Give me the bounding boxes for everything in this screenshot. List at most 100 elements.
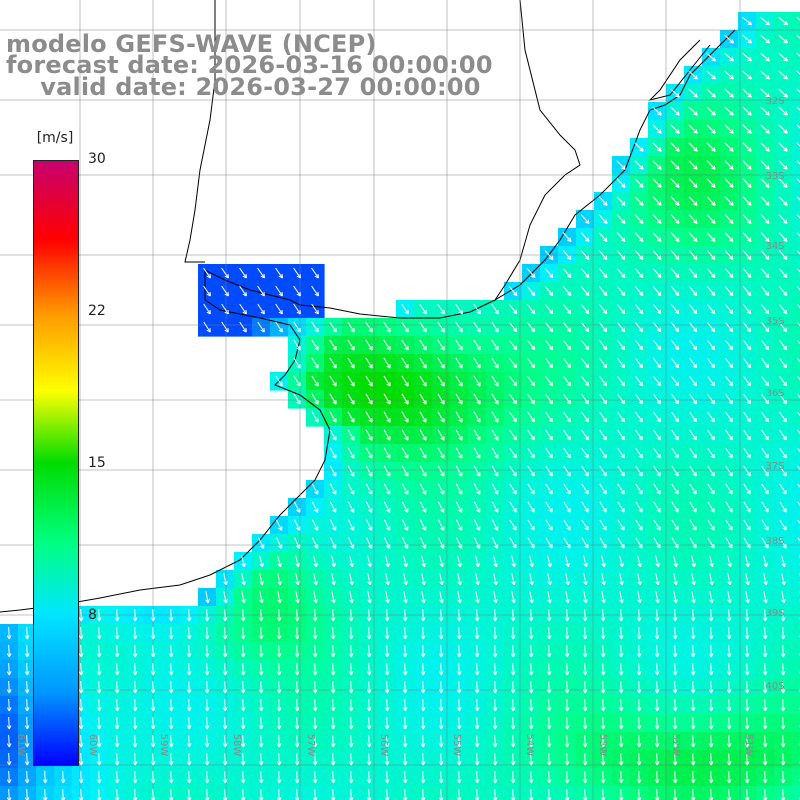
wind-arrow [600, 734, 606, 748]
wind-arrow [510, 752, 516, 766]
wind-arrow [473, 501, 481, 513]
wind-arrow [744, 770, 750, 784]
wind-arrow [743, 465, 751, 477]
wind-arrow [707, 501, 715, 513]
wind-arrow [797, 411, 800, 417]
wind-arrow [311, 321, 319, 333]
wind-arrow [222, 788, 228, 800]
wind-arrow [617, 375, 626, 387]
wind-arrow [762, 734, 768, 748]
wind-arrow [617, 447, 625, 459]
wind-arrow [455, 393, 463, 405]
wind-arrow [564, 734, 570, 748]
wind-arrow [779, 483, 787, 495]
wind-arrow [744, 662, 750, 676]
wind-arrow [708, 680, 714, 694]
wind-arrow [222, 608, 228, 622]
wind-arrow [670, 304, 680, 315]
wind-arrow [312, 680, 318, 694]
wind-arrow [366, 608, 372, 622]
wind-arrow [706, 124, 716, 134]
wind-arrow [275, 285, 283, 297]
wind-arrow [401, 483, 409, 495]
wind-arrow [743, 501, 751, 513]
wind-arrow [239, 267, 247, 279]
wind-arrow [616, 250, 626, 261]
wind-arrow [600, 752, 606, 766]
wind-arrow [618, 734, 624, 748]
wind-arrow [293, 321, 301, 333]
wind-arrow [706, 321, 716, 333]
wind-arrow [508, 357, 518, 369]
wind-arrow [725, 429, 733, 441]
wind-arrow [24, 626, 30, 640]
wind-arrow [419, 483, 427, 495]
wind-arrow [671, 393, 680, 405]
wind-arrow [24, 734, 30, 748]
wind-arrow [438, 662, 444, 676]
wind-arrow [240, 644, 246, 658]
wind-arrow [598, 232, 608, 242]
wind-arrow [635, 537, 643, 549]
wind-arrow [132, 734, 138, 748]
wind-arrow [419, 321, 427, 333]
wind-arrow [654, 555, 660, 568]
wind-arrow [708, 608, 714, 622]
wind-arrow [275, 537, 283, 549]
wind-arrow [276, 770, 282, 784]
wind-arrow [688, 250, 698, 261]
wind-arrow [473, 465, 481, 477]
wind-arrow [222, 698, 228, 712]
wind-arrow [311, 267, 319, 279]
wind-arrow [709, 573, 714, 586]
wind-arrow [294, 680, 300, 694]
wind-arrow [600, 770, 606, 784]
wind-arrow [276, 752, 282, 766]
wind-arrow [634, 268, 644, 279]
wind-arrow [168, 644, 174, 658]
wind-arrow [456, 770, 462, 784]
wind-arrow [455, 537, 463, 549]
wind-arrow [673, 591, 678, 604]
wind-arrow [672, 680, 678, 694]
wind-cell [792, 30, 800, 49]
wind-arrow [491, 303, 499, 315]
wind-arrow [366, 788, 372, 800]
wind-arrow [258, 752, 264, 766]
wind-arrow [635, 393, 644, 405]
wind-vectors [6, 16, 800, 800]
wind-arrow [78, 662, 84, 676]
wind-arrow [186, 770, 192, 784]
wind-arrow [762, 662, 768, 676]
wind-arrow [706, 250, 716, 261]
wind-arrow [796, 178, 800, 183]
wind-arrow [186, 662, 192, 676]
wind-arrow [96, 680, 102, 694]
wind-arrow [312, 662, 318, 676]
wind-arrow [598, 304, 608, 315]
wind-arrow [78, 716, 84, 730]
wind-arrow [546, 752, 552, 766]
wind-arrow [491, 429, 499, 441]
wind-arrow [690, 716, 696, 730]
wind-arrow [600, 608, 606, 622]
wind-arrow [527, 537, 535, 549]
wind-arrow [635, 375, 644, 387]
wind-arrow [671, 465, 679, 477]
wind-arrow [706, 106, 716, 116]
wind-arrow [78, 680, 84, 694]
wind-arrow [707, 465, 715, 477]
wind-arrow [672, 734, 678, 748]
wind-arrow [760, 196, 770, 206]
wind-arrow [779, 465, 787, 477]
wind-arrow [654, 662, 660, 676]
wind-arrow [312, 698, 318, 712]
wind-arrow [563, 375, 572, 387]
wind-arrow [456, 734, 462, 748]
wind-arrow [726, 734, 732, 748]
wind-cell [792, 642, 800, 661]
wind-arrow [330, 752, 336, 766]
wind-arrow [690, 644, 696, 658]
wind-arrow [114, 680, 120, 694]
wind-arrow [652, 321, 662, 333]
